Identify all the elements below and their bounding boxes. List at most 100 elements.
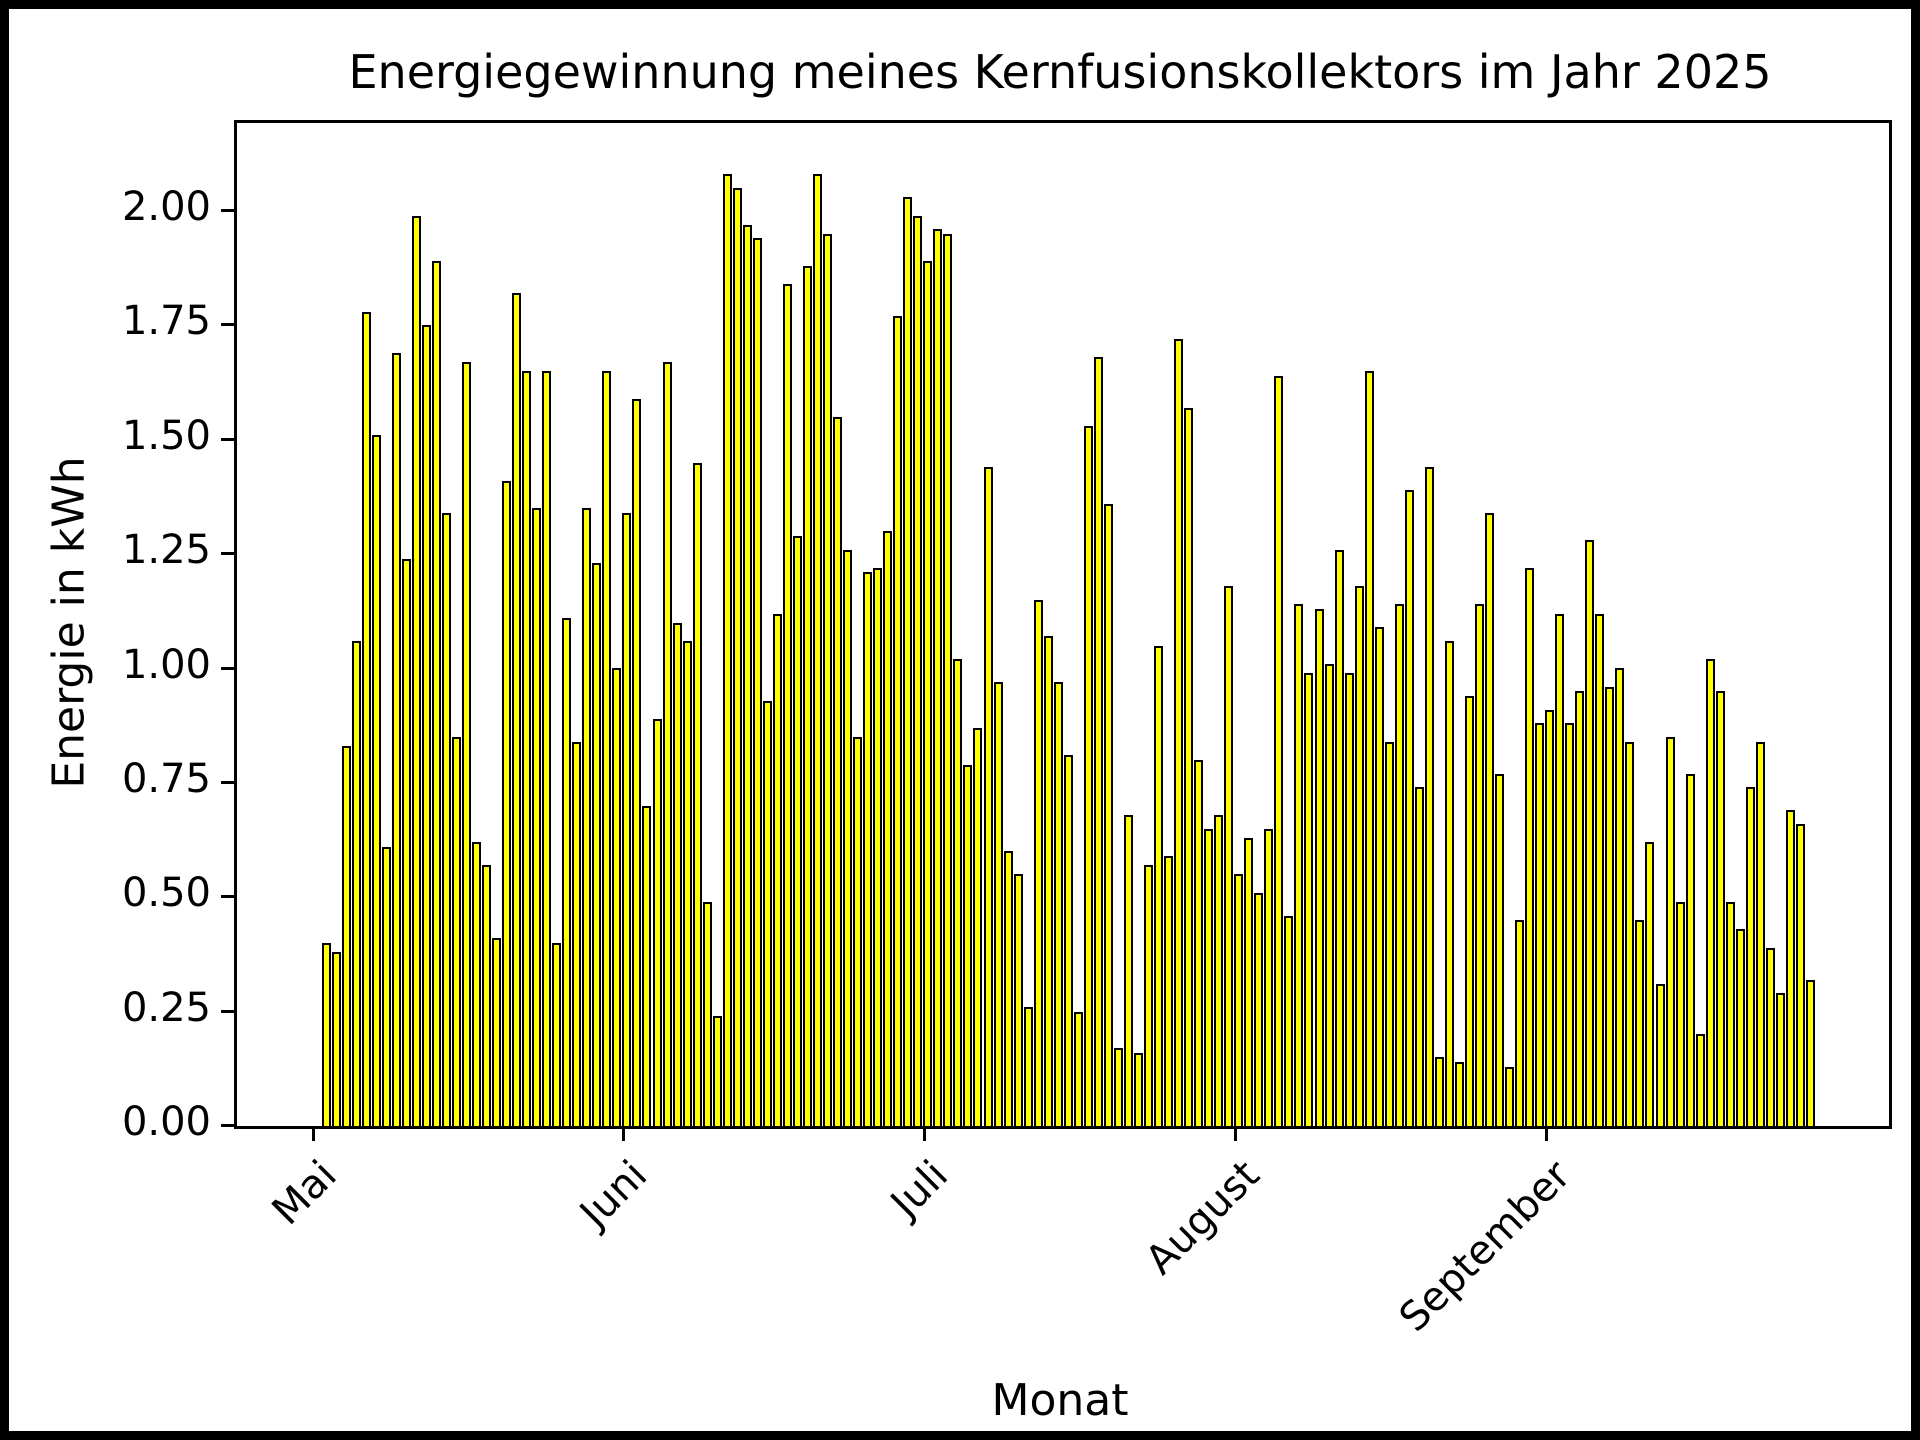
bar xyxy=(451,737,461,1126)
bar xyxy=(341,746,351,1126)
bar xyxy=(742,225,752,1126)
bar xyxy=(1284,916,1294,1126)
bar xyxy=(411,216,421,1126)
x-axis-tick xyxy=(311,1126,315,1141)
bar xyxy=(1304,673,1314,1126)
bar xyxy=(1555,614,1565,1126)
bar xyxy=(1575,691,1585,1126)
y-axis-tick-label: 0.50 xyxy=(121,870,211,917)
y-axis-tick xyxy=(221,323,234,327)
bar xyxy=(1324,664,1334,1126)
bar xyxy=(1434,1057,1444,1126)
bar xyxy=(1595,614,1605,1126)
bar xyxy=(1705,659,1715,1126)
bar xyxy=(421,325,431,1126)
bar xyxy=(1735,929,1745,1126)
bar xyxy=(1154,646,1164,1126)
bar xyxy=(1033,600,1043,1126)
y-axis-tick xyxy=(221,1124,234,1127)
y-axis-title: Energie in kWh xyxy=(43,456,95,789)
bar xyxy=(512,293,522,1126)
bar xyxy=(1174,339,1184,1126)
bar xyxy=(1675,902,1685,1126)
bar xyxy=(1565,723,1575,1126)
bar xyxy=(1073,1012,1083,1126)
y-axis-tick xyxy=(221,1009,234,1013)
bar xyxy=(401,559,411,1126)
bar xyxy=(1605,687,1615,1126)
bar xyxy=(1384,742,1394,1126)
bar xyxy=(1083,426,1093,1126)
x-axis-tick xyxy=(1234,1126,1238,1141)
bar xyxy=(1535,723,1545,1126)
bar xyxy=(963,765,973,1126)
bar xyxy=(1645,842,1655,1126)
bar xyxy=(752,238,762,1126)
bar xyxy=(913,216,923,1126)
bar xyxy=(1334,550,1344,1126)
bar xyxy=(772,614,782,1126)
x-axis-tick-label: August xyxy=(1136,1152,1269,1284)
bar xyxy=(1685,774,1695,1126)
bar xyxy=(1464,696,1474,1126)
bar xyxy=(732,188,742,1126)
bar xyxy=(802,266,812,1126)
bar xyxy=(1184,408,1194,1126)
bar xyxy=(722,174,732,1126)
bar xyxy=(532,508,542,1126)
bar xyxy=(973,728,983,1126)
bar xyxy=(702,902,712,1126)
bar xyxy=(833,417,843,1126)
bar xyxy=(953,659,963,1126)
bar xyxy=(431,261,441,1126)
bar xyxy=(1113,1048,1123,1126)
bar xyxy=(351,641,361,1126)
bar xyxy=(1093,357,1103,1126)
bar xyxy=(1133,1053,1143,1126)
bar xyxy=(823,234,833,1126)
bar xyxy=(1805,980,1815,1126)
bar xyxy=(692,463,702,1126)
bar xyxy=(893,316,903,1126)
bar xyxy=(1274,376,1284,1126)
bar xyxy=(993,682,1003,1126)
y-axis-tick xyxy=(221,666,234,670)
bar xyxy=(983,467,993,1126)
bar xyxy=(1765,948,1775,1126)
bar xyxy=(1424,467,1434,1126)
bar xyxy=(1053,682,1063,1126)
x-axis-tick xyxy=(622,1126,626,1141)
bar xyxy=(1725,902,1735,1126)
bar xyxy=(1625,742,1635,1126)
y-axis-tick-label: 0.25 xyxy=(121,984,211,1031)
bar xyxy=(1244,838,1254,1126)
bar xyxy=(1525,568,1535,1126)
bar xyxy=(1254,893,1264,1126)
bar xyxy=(1444,641,1454,1126)
bar xyxy=(1214,815,1224,1126)
bar xyxy=(863,572,873,1126)
bar xyxy=(461,362,471,1126)
bar xyxy=(1354,586,1364,1126)
bar xyxy=(792,536,802,1126)
bar xyxy=(1374,627,1384,1126)
bar xyxy=(552,943,562,1126)
bar xyxy=(1775,993,1785,1126)
bar xyxy=(602,371,612,1126)
y-axis-tick-label: 1.75 xyxy=(121,298,211,345)
y-axis-tick-label: 0.75 xyxy=(121,755,211,802)
bar xyxy=(1755,742,1765,1126)
bar xyxy=(391,353,401,1126)
bar xyxy=(331,952,341,1126)
bar xyxy=(883,531,893,1126)
bar xyxy=(482,865,491,1126)
x-axis-tick-label: Juni xyxy=(571,1152,657,1237)
bar xyxy=(1454,1062,1464,1126)
bar xyxy=(612,668,622,1126)
bar xyxy=(1013,874,1023,1126)
bar xyxy=(682,641,692,1126)
bar xyxy=(441,513,451,1126)
bar xyxy=(1264,829,1274,1126)
bar xyxy=(492,938,502,1126)
bar xyxy=(1043,636,1053,1126)
